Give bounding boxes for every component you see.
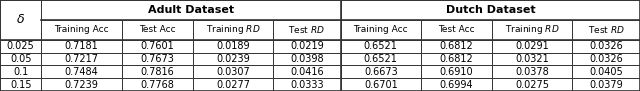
- Text: 0.0291: 0.0291: [515, 41, 549, 51]
- Bar: [41, 65, 122, 78]
- Bar: [492, 78, 572, 91]
- Text: 0.0219: 0.0219: [290, 41, 324, 51]
- Bar: [340, 0, 640, 20]
- Text: 0.7217: 0.7217: [65, 54, 99, 64]
- Text: 0.0378: 0.0378: [515, 67, 549, 77]
- Text: 0.1: 0.1: [13, 67, 28, 77]
- Text: Training Acc: Training Acc: [54, 25, 109, 34]
- Text: 0.6701: 0.6701: [364, 80, 397, 90]
- Bar: [41, 78, 122, 91]
- Text: 0.0379: 0.0379: [589, 80, 623, 90]
- Bar: [492, 53, 572, 65]
- Bar: [41, 40, 122, 53]
- Text: 0.6910: 0.6910: [440, 67, 474, 77]
- Bar: [273, 53, 340, 65]
- Bar: [193, 78, 273, 91]
- Bar: [421, 78, 492, 91]
- Bar: [492, 20, 572, 40]
- Text: 0.6521: 0.6521: [364, 41, 397, 51]
- Bar: [273, 65, 340, 78]
- Text: 0.7601: 0.7601: [140, 41, 174, 51]
- Bar: [340, 78, 421, 91]
- Text: 0.0189: 0.0189: [216, 41, 250, 51]
- Text: 0.6812: 0.6812: [440, 41, 474, 51]
- Text: 0.0321: 0.0321: [515, 54, 549, 64]
- Text: 0.0405: 0.0405: [589, 67, 623, 77]
- Text: 0.0307: 0.0307: [216, 67, 250, 77]
- Bar: [421, 20, 492, 40]
- Text: Test Acc: Test Acc: [139, 25, 175, 34]
- Bar: [41, 0, 340, 20]
- Bar: [122, 53, 193, 65]
- Text: 0.0275: 0.0275: [515, 80, 549, 90]
- Bar: [122, 65, 193, 78]
- Text: Test $RD$: Test $RD$: [289, 24, 325, 35]
- Text: 0.0398: 0.0398: [290, 54, 324, 64]
- Text: Training Acc: Training Acc: [353, 25, 408, 34]
- Text: 0.05: 0.05: [10, 54, 31, 64]
- Bar: [41, 20, 122, 40]
- Bar: [0, 78, 41, 91]
- Bar: [273, 20, 340, 40]
- Bar: [340, 53, 421, 65]
- Bar: [193, 53, 273, 65]
- Text: 0.15: 0.15: [10, 80, 31, 90]
- Text: 0.6812: 0.6812: [440, 54, 474, 64]
- Text: Adult Dataset: Adult Dataset: [148, 5, 234, 15]
- Bar: [572, 78, 640, 91]
- Text: Training $RD$: Training $RD$: [205, 23, 260, 36]
- Bar: [0, 0, 41, 40]
- Bar: [0, 40, 41, 53]
- Bar: [122, 20, 193, 40]
- Text: 0.0333: 0.0333: [290, 80, 324, 90]
- Text: 0.7768: 0.7768: [140, 80, 174, 90]
- Text: δ: δ: [17, 13, 24, 26]
- Text: 0.7484: 0.7484: [65, 67, 99, 77]
- Text: 0.0239: 0.0239: [216, 54, 250, 64]
- Text: 0.7673: 0.7673: [140, 54, 174, 64]
- Text: 0.7816: 0.7816: [140, 67, 174, 77]
- Text: 0.6521: 0.6521: [364, 54, 397, 64]
- Bar: [0, 65, 41, 78]
- Text: Training $RD$: Training $RD$: [505, 23, 559, 36]
- Bar: [421, 40, 492, 53]
- Bar: [572, 65, 640, 78]
- Text: Test $RD$: Test $RD$: [588, 24, 625, 35]
- Text: Test Acc: Test Acc: [438, 25, 475, 34]
- Text: Dutch Dataset: Dutch Dataset: [445, 5, 535, 15]
- Bar: [273, 40, 340, 53]
- Text: 0.7181: 0.7181: [65, 41, 99, 51]
- Text: 0.0277: 0.0277: [216, 80, 250, 90]
- Text: 0.0326: 0.0326: [589, 54, 623, 64]
- Text: 0.025: 0.025: [7, 41, 35, 51]
- Bar: [572, 20, 640, 40]
- Bar: [122, 40, 193, 53]
- Text: 0.7239: 0.7239: [65, 80, 99, 90]
- Bar: [273, 78, 340, 91]
- Bar: [193, 40, 273, 53]
- Bar: [340, 40, 421, 53]
- Text: 0.6673: 0.6673: [364, 67, 397, 77]
- Text: 0.0326: 0.0326: [589, 41, 623, 51]
- Bar: [421, 53, 492, 65]
- Bar: [421, 65, 492, 78]
- Bar: [41, 53, 122, 65]
- Bar: [193, 65, 273, 78]
- Bar: [0, 53, 41, 65]
- Bar: [340, 20, 421, 40]
- Bar: [572, 40, 640, 53]
- Text: 0.6994: 0.6994: [440, 80, 474, 90]
- Bar: [122, 78, 193, 91]
- Text: 0.0416: 0.0416: [290, 67, 324, 77]
- Bar: [492, 65, 572, 78]
- Bar: [193, 20, 273, 40]
- Bar: [340, 65, 421, 78]
- Bar: [572, 53, 640, 65]
- Bar: [492, 40, 572, 53]
